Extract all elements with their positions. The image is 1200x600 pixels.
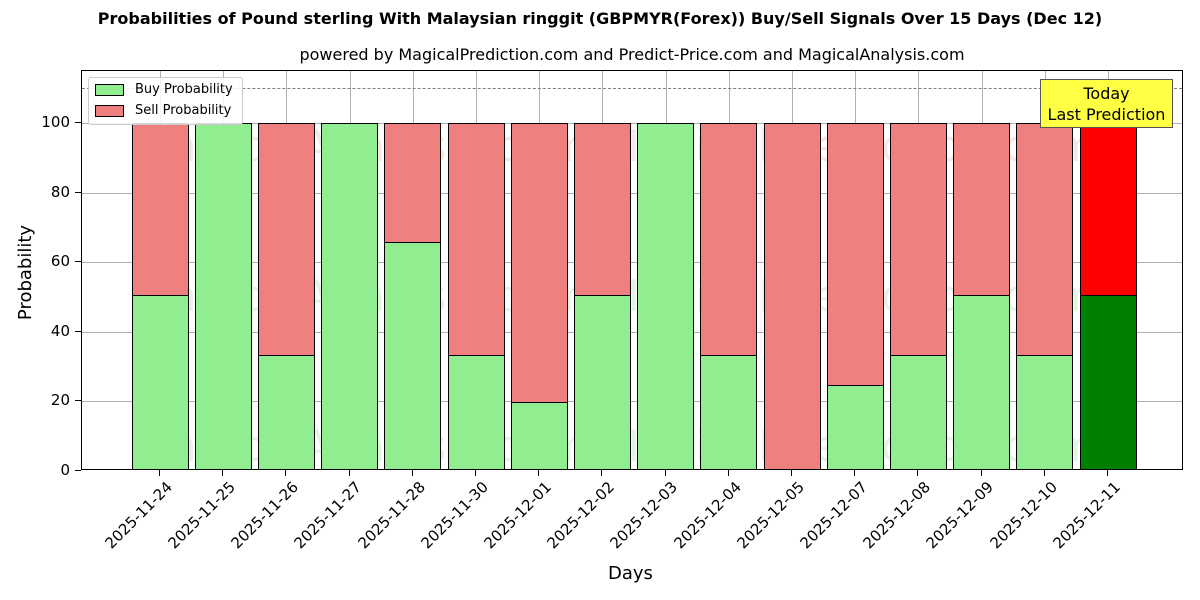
y-tick — [75, 261, 81, 263]
bar-buy — [637, 123, 695, 469]
bar-buy — [447, 355, 505, 469]
x-tick-label: 2025-12-07 — [796, 478, 871, 553]
x-tick-label: 2025-11-24 — [101, 478, 176, 553]
gridline-h — [82, 123, 1182, 125]
y-tick — [75, 122, 81, 124]
y-tick-label: 100 — [41, 113, 70, 132]
x-tick-label: 2025-12-02 — [543, 478, 619, 553]
x-tick — [917, 470, 919, 476]
gridline-h — [82, 401, 1182, 403]
bar-sell — [763, 123, 821, 469]
x-tick — [854, 470, 856, 476]
legend-item-sell: Sell Probability — [95, 103, 231, 118]
bar-sell — [1016, 123, 1074, 357]
x-tick — [1107, 470, 1108, 476]
bar-buy — [889, 355, 947, 469]
gridline-h — [82, 262, 1182, 264]
x-tick-label: 2025-11-25 — [164, 478, 239, 553]
bar-buy — [573, 295, 631, 469]
today-annotation: Today Last Prediction — [1040, 79, 1173, 128]
sell-swatch-icon — [95, 104, 124, 117]
x-tick-label: 2025-12-01 — [480, 478, 555, 553]
bar-sell — [1079, 123, 1137, 296]
x-tick-label: 2025-11-26 — [227, 478, 303, 553]
x-tick-label: 2025-12-08 — [859, 478, 935, 553]
x-tick — [159, 470, 160, 476]
bar-buy — [131, 295, 189, 469]
y-tick-label: 20 — [50, 391, 70, 410]
annotation-line-1: Today — [1083, 84, 1130, 103]
bar-sell — [953, 123, 1011, 296]
x-tick-label: 2025-12-04 — [670, 478, 745, 553]
x-tick — [791, 470, 792, 476]
x-tick — [222, 470, 224, 476]
legend-item-buy: Buy Probability — [95, 82, 233, 97]
bar-sell — [131, 123, 189, 296]
x-tick-label: 2025-12-05 — [733, 478, 808, 553]
x-tick — [348, 470, 350, 476]
x-tick — [538, 470, 540, 476]
x-tick — [411, 470, 413, 476]
bar-buy — [384, 241, 442, 469]
x-tick-label: 2025-12-10 — [986, 478, 1061, 553]
x-tick-label: 2025-11-28 — [354, 478, 429, 553]
y-tick — [75, 191, 81, 193]
x-tick — [664, 470, 666, 476]
x-tick-label: 2025-12-11 — [1049, 478, 1124, 553]
bar-sell — [447, 123, 505, 357]
x-tick — [285, 470, 287, 476]
bar-sell — [510, 123, 568, 404]
y-tick-label: 0 — [60, 461, 70, 479]
bar-sell — [889, 123, 947, 357]
y-tick — [75, 400, 81, 402]
bar-buy — [1079, 295, 1137, 469]
gridline-h — [82, 331, 1182, 333]
bar-buy — [826, 385, 884, 469]
x-tick — [727, 470, 729, 476]
x-tick — [601, 470, 603, 476]
bar-buy — [194, 123, 252, 469]
x-tick — [980, 470, 982, 476]
legend-sell-label: Sell Probability — [135, 103, 232, 118]
x-tick — [475, 470, 476, 476]
bar-sell — [573, 123, 631, 296]
x-tick-label: 2025-12-09 — [922, 478, 998, 553]
plot-area: MagicalAnalysis.comMagicalPrediction.com… — [81, 70, 1183, 470]
y-tick-label: 60 — [50, 252, 70, 271]
bar-buy — [953, 295, 1011, 469]
annotation-line-2: Last Prediction — [1047, 105, 1166, 124]
y-tick — [75, 470, 81, 471]
bar-buy — [1016, 355, 1074, 469]
x-tick-label: 2025-12-03 — [606, 478, 682, 553]
x-tick-label: 2025-11-27 — [290, 478, 366, 553]
legend-buy-label: Buy Probability — [135, 82, 233, 97]
buy-swatch-icon — [95, 83, 124, 96]
bar-buy — [257, 355, 315, 469]
bar-sell — [384, 123, 442, 243]
chart-title: Probabilities of Pound sterling With Mal… — [97, 9, 1103, 28]
bar-sell — [826, 123, 884, 387]
y-axis-title: Probability — [15, 224, 37, 321]
bar-buy — [700, 355, 758, 469]
y-tick-label: 40 — [50, 321, 70, 340]
x-tick — [1043, 470, 1045, 476]
chart-subtitle: powered by MagicalPrediction.com and Pre… — [299, 45, 965, 64]
bar-buy — [510, 402, 568, 469]
reference-line — [82, 88, 1182, 90]
bar-sell — [257, 123, 315, 357]
x-tick-label: 2025-11-30 — [417, 478, 492, 553]
bar-buy — [321, 123, 379, 469]
bar-sell — [700, 123, 758, 357]
legend: Buy Probability Sell Probability — [88, 77, 243, 125]
gridline-h — [82, 192, 1182, 194]
y-tick — [75, 330, 81, 332]
x-axis-title: Days — [608, 563, 653, 584]
y-tick-label: 80 — [50, 182, 70, 201]
